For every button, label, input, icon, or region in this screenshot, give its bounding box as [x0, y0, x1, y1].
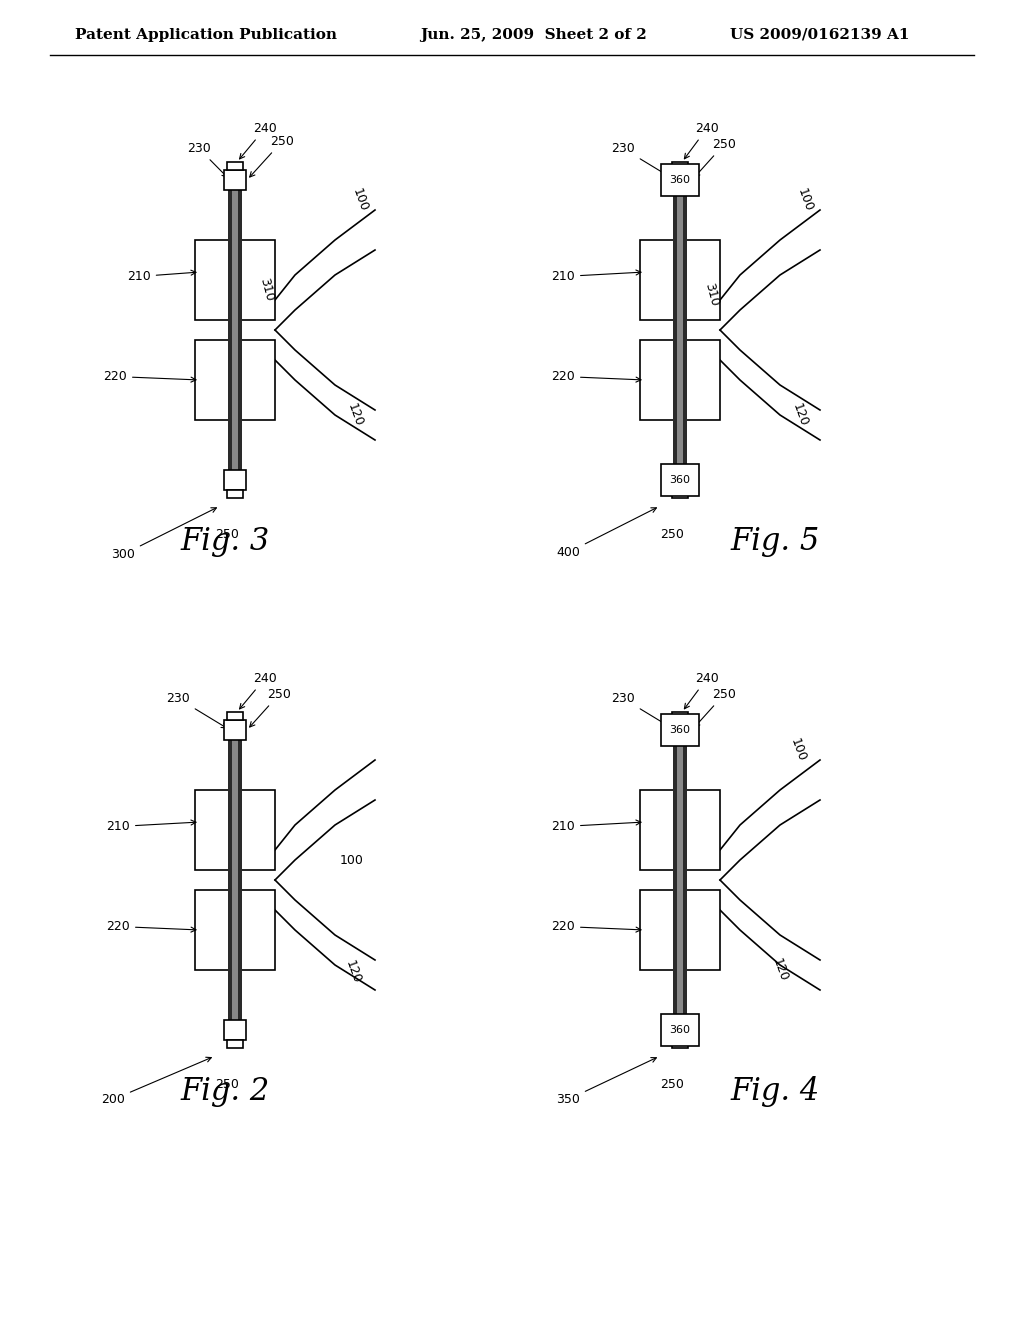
Text: 350: 350 [556, 1057, 656, 1106]
Text: 220: 220 [551, 370, 641, 383]
Bar [672, 1040, 688, 1048]
Text: 360: 360 [670, 176, 690, 185]
Text: 300: 300 [112, 508, 216, 561]
Text: 100: 100 [788, 737, 808, 763]
Text: 200: 200 [101, 1057, 211, 1106]
Text: Fig. 2: Fig. 2 [180, 1076, 269, 1107]
Text: 250: 250 [250, 688, 291, 727]
Bar [662, 164, 699, 195]
Text: 230: 230 [611, 692, 672, 727]
Bar [662, 714, 699, 746]
Bar [195, 789, 275, 870]
Text: 250: 250 [660, 528, 684, 541]
Bar [228, 190, 242, 470]
Bar [672, 490, 688, 498]
Text: 240: 240 [684, 121, 719, 158]
Bar [672, 162, 688, 170]
Bar [673, 741, 687, 1020]
Bar [224, 719, 246, 741]
Bar [227, 162, 243, 170]
Text: 240: 240 [240, 121, 276, 158]
Text: 100: 100 [350, 186, 371, 214]
Text: 310: 310 [257, 277, 275, 304]
Bar [673, 190, 687, 470]
Text: 400: 400 [556, 508, 656, 558]
Text: 120: 120 [343, 958, 364, 986]
Text: 120: 120 [345, 401, 366, 429]
Text: US 2009/0162139 A1: US 2009/0162139 A1 [730, 28, 909, 42]
Text: 100: 100 [340, 854, 364, 866]
Text: 240: 240 [684, 672, 719, 709]
Text: 360: 360 [670, 475, 690, 484]
Text: 240: 240 [240, 672, 276, 709]
Text: 230: 230 [166, 692, 226, 727]
Text: 220: 220 [106, 920, 196, 933]
Text: 250: 250 [250, 135, 294, 177]
Bar [640, 240, 720, 319]
Text: 220: 220 [551, 920, 641, 933]
Text: 210: 210 [551, 820, 641, 833]
Text: 120: 120 [770, 957, 791, 983]
Text: 120: 120 [790, 401, 810, 429]
Text: 310: 310 [702, 282, 721, 308]
Bar [640, 341, 720, 420]
Bar [640, 789, 720, 870]
Text: 230: 230 [187, 143, 227, 177]
Bar [669, 170, 691, 190]
Text: 100: 100 [795, 186, 815, 214]
Bar [677, 741, 683, 1020]
Bar [227, 711, 243, 719]
Text: Fig. 5: Fig. 5 [730, 525, 819, 557]
Text: 360: 360 [670, 1026, 690, 1035]
Text: 250: 250 [694, 139, 736, 177]
Text: 210: 210 [127, 271, 196, 282]
Text: Patent Application Publication: Patent Application Publication [75, 28, 337, 42]
Text: 250: 250 [694, 688, 736, 727]
Bar [228, 741, 242, 1020]
Bar [227, 1040, 243, 1048]
Bar [677, 190, 683, 470]
Text: Fig. 3: Fig. 3 [180, 525, 269, 557]
Text: 360: 360 [670, 725, 690, 735]
Bar [195, 240, 275, 319]
Text: 250: 250 [660, 1078, 684, 1092]
Bar [224, 470, 246, 490]
Text: 230: 230 [611, 143, 672, 178]
Bar [195, 341, 275, 420]
Bar [232, 190, 238, 470]
Bar [669, 470, 691, 490]
Bar [232, 741, 238, 1020]
Bar [195, 890, 275, 970]
Bar [227, 490, 243, 498]
Bar [669, 719, 691, 741]
Bar [662, 465, 699, 496]
Text: 210: 210 [551, 271, 641, 282]
Text: 250: 250 [215, 1078, 239, 1092]
Bar [224, 170, 246, 190]
Text: Fig. 4: Fig. 4 [730, 1076, 819, 1107]
Bar [224, 1020, 246, 1040]
Bar [662, 1014, 699, 1045]
Bar [640, 890, 720, 970]
Text: 220: 220 [103, 370, 196, 383]
Text: 250: 250 [215, 528, 239, 541]
Text: Jun. 25, 2009  Sheet 2 of 2: Jun. 25, 2009 Sheet 2 of 2 [420, 28, 647, 42]
Text: 210: 210 [106, 820, 196, 833]
Bar [672, 711, 688, 719]
Bar [669, 1020, 691, 1040]
